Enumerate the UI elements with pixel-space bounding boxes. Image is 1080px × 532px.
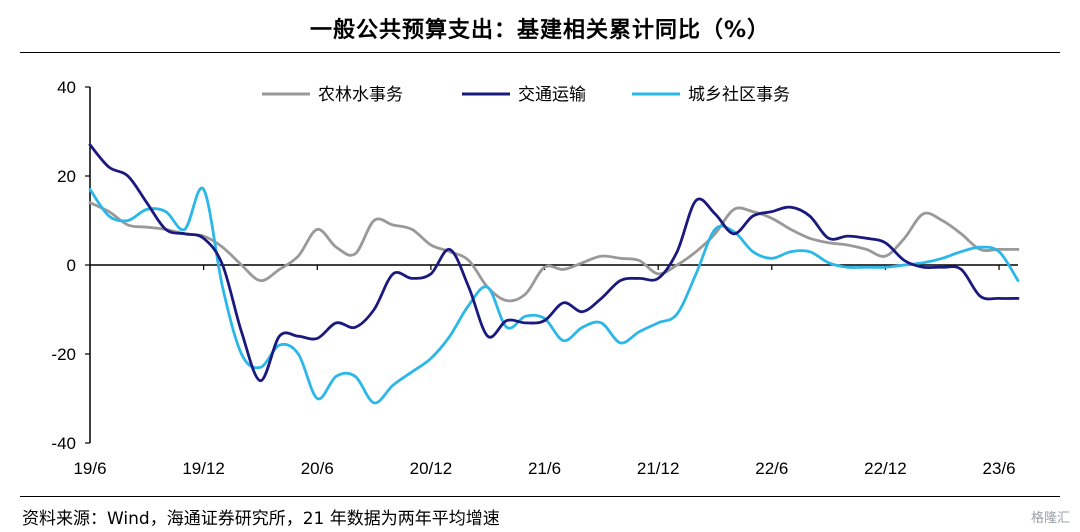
watermark-logo: 格隆汇 [1030, 511, 1070, 526]
x-tick-label: 20/12 [410, 459, 453, 478]
series-line-0 [88, 201, 1020, 303]
legend-label-2: 城乡社区事务 [688, 85, 790, 105]
chart-axes: 40 20 0 -20 -40 19/6 19/12 20/6 20/12 21/6 21/12 22… [51, 78, 1018, 478]
x-tick-label: 23/6 [983, 459, 1016, 478]
y-tick-label: 0 [67, 256, 76, 275]
legend-label-1: 交通运输 [518, 85, 586, 105]
x-tick-label: 21/12 [637, 459, 680, 478]
x-tick-label: 21/6 [528, 459, 561, 478]
x-tick-label: 19/6 [73, 459, 106, 478]
y-tick-label: -40 [51, 434, 76, 453]
series-line-1 [88, 143, 1020, 383]
title-divider [20, 52, 1060, 53]
x-tick-label: 22/12 [864, 459, 907, 478]
x-tick-label: 22/6 [755, 459, 788, 478]
y-tick-label: 20 [57, 167, 76, 186]
y-tick-label: -20 [51, 345, 76, 364]
series-line-2 [88, 186, 1020, 405]
x-tick-label: 19/12 [182, 459, 225, 478]
chart-series-lines [88, 143, 1020, 405]
y-tick-label: 40 [57, 78, 76, 97]
chart-legend: 农林水事务 交通运输 城乡社区事务 [262, 85, 790, 105]
source-note: 资料来源：Wind，海通证券研究所，21 年数据为两年平均增速 [22, 509, 500, 529]
x-tick-label: 20/6 [301, 459, 334, 478]
source-divider [20, 496, 1060, 497]
legend-label-0: 农林水事务 [318, 85, 403, 105]
chart-title: 一般公共预算支出：基建相关累计同比（%） [309, 18, 771, 43]
